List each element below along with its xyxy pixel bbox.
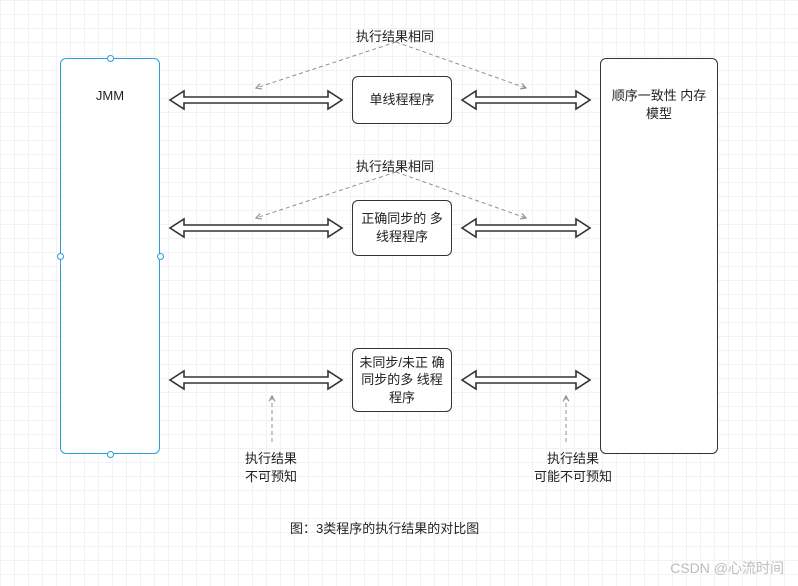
node-correct-sync: 正确同步的 多线程程序 bbox=[352, 200, 452, 256]
selection-handle[interactable] bbox=[107, 451, 114, 458]
double-arrow bbox=[462, 371, 590, 389]
node-jmm-label: JMM bbox=[96, 87, 124, 105]
node-n2-label: 正确同步的 多线程程序 bbox=[359, 210, 445, 245]
double-arrow bbox=[170, 91, 342, 109]
node-seq-label: 顺序一致性 内存模型 bbox=[607, 87, 711, 122]
node-single-thread: 单线程程序 bbox=[352, 76, 452, 124]
selection-handle[interactable] bbox=[57, 253, 64, 260]
caption: 图：3类程序的执行结果的对比图 bbox=[290, 520, 479, 538]
selection-handle[interactable] bbox=[107, 55, 114, 62]
double-arrow bbox=[170, 219, 342, 237]
selection-handle[interactable] bbox=[157, 253, 164, 260]
diagram-canvas: JMM 顺序一致性 内存模型 单线程程序 正确同步的 多线程程序 未同步/未正 … bbox=[0, 0, 798, 586]
label-same-result-1: 执行结果相同 bbox=[356, 28, 434, 46]
node-jmm: JMM bbox=[60, 58, 160, 454]
double-arrow bbox=[462, 91, 590, 109]
double-arrow bbox=[462, 219, 590, 237]
label-unpredictable-1: 执行结果 不可预知 bbox=[245, 450, 297, 485]
node-n1-label: 单线程程序 bbox=[369, 91, 434, 109]
node-unsync: 未同步/未正 确同步的多 线程程序 bbox=[352, 348, 452, 412]
node-seq-consistency: 顺序一致性 内存模型 bbox=[600, 58, 718, 454]
label-same-result-2: 执行结果相同 bbox=[356, 158, 434, 176]
label-unpredictable-2: 执行结果 可能不可预知 bbox=[534, 450, 612, 485]
watermark: CSDN @心流时间 bbox=[670, 558, 784, 578]
node-n3-label: 未同步/未正 确同步的多 线程程序 bbox=[359, 354, 445, 407]
double-arrow bbox=[170, 371, 342, 389]
